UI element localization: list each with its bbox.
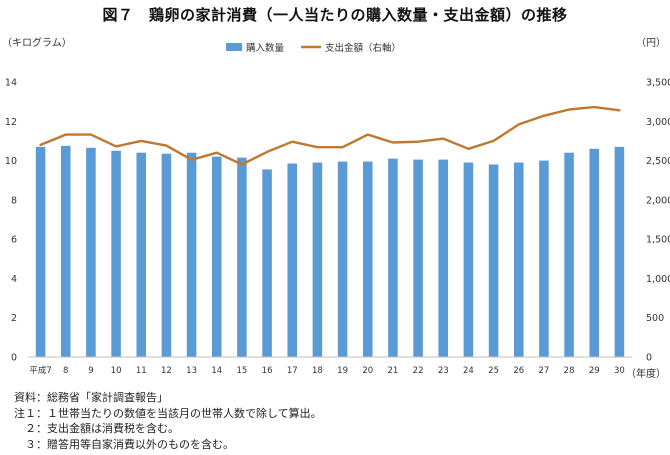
x-tick-label: 25 <box>488 366 499 376</box>
x-tick-label: 26 <box>513 366 524 376</box>
line-series <box>39 105 621 166</box>
x-tick-label: 13 <box>186 366 197 376</box>
y-right-tick-label: 2,000 <box>646 195 670 206</box>
x-tick-label: 22 <box>413 366 424 376</box>
bar <box>111 150 121 357</box>
y-left-tick-label: 2 <box>11 313 17 324</box>
y-right-tick-label: 0 <box>646 353 652 364</box>
bar-series <box>35 145 625 357</box>
y-left-tick-label: 4 <box>11 274 17 285</box>
bar <box>86 147 96 357</box>
y-right-tick-label: 500 <box>646 313 664 324</box>
x-axis-unit-label: （年度） <box>626 367 666 380</box>
x-tick-label: 29 <box>589 366 600 376</box>
y-axis-right-ticks: 0 500 1,000 1,500 2,000 2,500 3,000 3,500 <box>646 78 670 364</box>
y-axis-right-label: （円） <box>636 37 666 49</box>
note-1: 注１：１世帯当たりの数値を当該月の世帯人数で除して算出。 <box>14 406 322 420</box>
legend: 購入数量 支出金額（右軸） <box>226 42 401 54</box>
bar <box>463 162 474 357</box>
bar <box>262 169 272 357</box>
bar <box>513 162 524 357</box>
x-tick-label: 28 <box>564 366 575 376</box>
x-tick-label: 20 <box>362 366 373 376</box>
y-right-tick-label: 1,500 <box>646 235 670 246</box>
bar <box>186 152 197 357</box>
bar <box>564 152 574 357</box>
bar <box>539 160 549 357</box>
x-tick-label: 14 <box>211 366 222 376</box>
x-tick-label: 19 <box>337 366 348 376</box>
x-tick-label: 17 <box>287 366 298 376</box>
bar <box>35 146 46 357</box>
legend-bar-label: 購入数量 <box>246 42 285 54</box>
bar <box>211 156 222 357</box>
x-tick-label: 18 <box>312 366 323 376</box>
y-right-tick-label: 3,500 <box>646 78 670 89</box>
legend-bar-swatch <box>226 43 242 51</box>
y-left-tick-label: 0 <box>11 353 17 364</box>
bar <box>488 164 499 357</box>
y-axis-left-ticks: 0 2 4 6 8 10 12 14 <box>5 78 17 364</box>
y-right-tick-label: 2,500 <box>646 156 670 167</box>
y-left-tick-label: 14 <box>5 78 17 89</box>
x-tick-label: 10 <box>111 366 122 376</box>
bar <box>136 152 147 357</box>
note-3: ３：贈答用等自家消費以外のものを含む。 <box>14 437 234 451</box>
y-axis-left-label: （キログラム） <box>2 36 72 49</box>
y-left-tick-label: 12 <box>5 117 17 128</box>
bar <box>312 162 323 357</box>
legend-line-label: 支出金額（右軸） <box>325 42 401 54</box>
x-tick-label: 21 <box>388 366 399 376</box>
y-left-tick-label: 6 <box>11 235 17 246</box>
bar <box>388 158 398 357</box>
x-tick-label: 9 <box>88 366 93 376</box>
bar <box>337 161 348 357</box>
bar <box>614 146 625 357</box>
bar <box>362 161 373 357</box>
bar <box>60 145 71 357</box>
x-tick-label: 23 <box>438 366 449 376</box>
x-tick-label: 30 <box>614 366 625 376</box>
chart-title: 図７ 鶏卵の家計消費（一人当たりの購入数量・支出金額）の推移 <box>102 6 568 24</box>
x-tick-label: 11 <box>136 366 147 376</box>
y-left-tick-label: 10 <box>5 156 17 167</box>
notes: 資料：総務省「家計調査報告」 注１：１世帯当たりの数値を当該月の世帯人数で除して… <box>14 390 654 452</box>
x-tick-label: 27 <box>539 366 550 376</box>
x-tick-label: 15 <box>237 366 248 376</box>
expenditure-line <box>39 105 621 166</box>
x-tick-label: 12 <box>161 366 172 376</box>
x-tick-label: 平成7 <box>29 365 51 376</box>
x-axis-ticks: 平成7 8 9 10 11 12 13 14 15 16 17 18 19 20 21 22 23 24 25 26 2… <box>29 365 624 376</box>
x-tick-label: 24 <box>463 366 474 376</box>
x-tick-label: 16 <box>262 366 273 376</box>
bar <box>237 157 247 357</box>
bar <box>413 159 423 357</box>
bar <box>438 159 449 357</box>
note-2: ２：支出金額は消費税を含む。 <box>14 422 179 435</box>
bar <box>589 148 600 357</box>
bar <box>161 153 172 357</box>
x-tick-label: 8 <box>63 366 68 376</box>
bar <box>287 163 298 357</box>
source-note: 資料：総務省「家計調査報告」 <box>14 391 168 404</box>
y-right-tick-label: 1,000 <box>646 274 670 285</box>
y-left-tick-label: 8 <box>11 195 17 206</box>
y-right-tick-label: 3,000 <box>646 117 670 128</box>
